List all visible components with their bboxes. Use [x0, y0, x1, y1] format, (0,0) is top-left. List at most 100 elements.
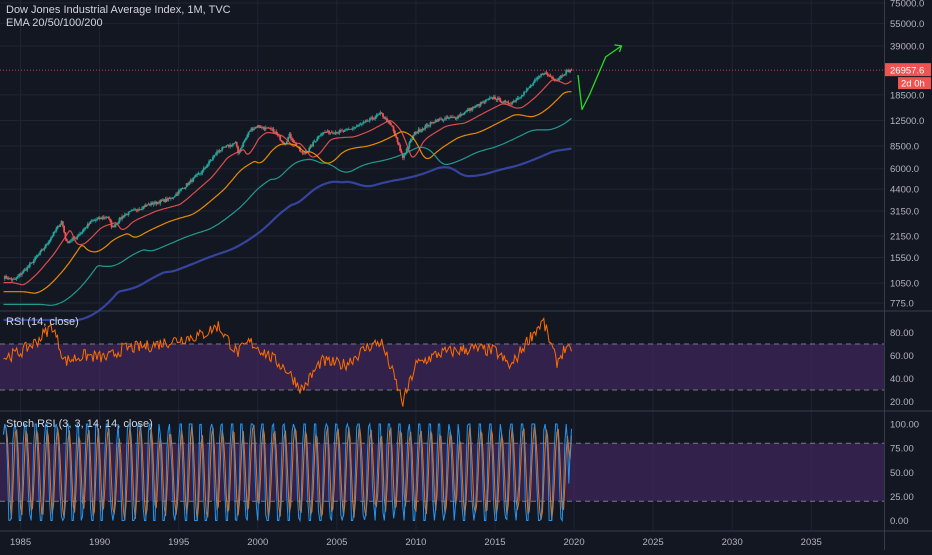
candle-body	[237, 146, 239, 154]
candle-body	[130, 210, 133, 212]
candle-body	[226, 145, 229, 146]
candle-body	[56, 226, 59, 229]
candle-body	[358, 124, 361, 126]
candle-body	[185, 183, 188, 188]
candle-body	[198, 173, 201, 175]
candle-body	[492, 96, 495, 99]
candle-body	[382, 113, 384, 117]
candle-body	[259, 127, 262, 128]
candle-body	[92, 220, 94, 222]
candle-body	[177, 190, 180, 195]
candle-body	[491, 97, 494, 99]
candle-body	[264, 127, 267, 130]
candle-body	[165, 198, 168, 201]
candle-body	[96, 218, 98, 220]
candle-body	[169, 198, 172, 199]
candle-body	[119, 217, 122, 220]
candle-body	[47, 242, 50, 245]
candle-body	[34, 257, 37, 261]
candle-body	[217, 150, 220, 152]
candle-body	[317, 135, 320, 139]
candle-body	[557, 78, 560, 80]
candle-body	[122, 216, 125, 218]
candle-body	[152, 203, 155, 205]
time-axis-label: 2015	[484, 537, 505, 548]
candle-body	[490, 97, 492, 99]
candle-body	[372, 118, 375, 120]
candle-body	[570, 69, 573, 71]
candle-body	[30, 262, 33, 264]
candle-body	[168, 197, 171, 199]
candle-body	[218, 150, 221, 152]
candle-body	[354, 127, 357, 128]
candle-body	[469, 107, 471, 111]
candle-body	[191, 179, 193, 182]
candle-body	[147, 204, 150, 206]
candle-body	[303, 152, 305, 154]
candle-body	[251, 128, 254, 131]
candle-body	[9, 277, 11, 279]
ema-indicator-label: EMA 20/50/100/200	[6, 17, 103, 29]
candle-body	[262, 126, 264, 128]
candle-body	[480, 102, 483, 104]
candle-body	[274, 131, 276, 133]
candle-body	[209, 160, 212, 162]
candle-body	[533, 80, 536, 83]
candle-body	[206, 164, 209, 167]
candle-body	[300, 151, 303, 153]
candle-body	[519, 97, 521, 99]
candle-body	[220, 150, 222, 152]
projection-arrowhead	[614, 44, 623, 53]
candle-body	[5, 276, 8, 279]
candle-body	[71, 239, 73, 241]
candle-body	[479, 102, 482, 106]
candle-body	[32, 260, 35, 264]
candle-body	[528, 87, 531, 89]
candle-body	[150, 202, 152, 206]
candle-body	[63, 226, 65, 233]
candle-body	[221, 147, 224, 151]
candle-body	[500, 101, 503, 103]
candle-body	[560, 75, 562, 79]
candle-body	[525, 89, 528, 92]
candle-body	[293, 142, 296, 143]
candle-body	[246, 135, 249, 138]
candle-body	[392, 126, 395, 132]
candle-body	[415, 131, 417, 134]
candle-body	[93, 220, 96, 222]
candle-body	[367, 120, 370, 122]
candle-body	[396, 137, 399, 143]
candle-body	[90, 220, 93, 222]
candle-body	[176, 193, 179, 195]
candle-body	[121, 216, 123, 220]
candle-body	[544, 72, 547, 75]
candle-body	[270, 128, 272, 130]
candle-body	[133, 209, 135, 211]
candle-body	[105, 217, 108, 219]
candle-body	[368, 118, 371, 121]
candle-body	[321, 133, 324, 135]
candle-body	[462, 113, 465, 115]
candle-body	[35, 256, 38, 258]
candle-body	[101, 217, 104, 219]
stoch-rsi-title: Stoch RSI (3, 3, 14, 14, close)	[6, 418, 153, 430]
candle-body	[513, 101, 516, 103]
candle-body	[156, 202, 159, 204]
candle-body	[154, 201, 156, 204]
candle-body	[173, 196, 176, 198]
candle-body	[465, 111, 467, 112]
candle-body	[235, 142, 238, 147]
candle-body	[292, 140, 295, 143]
candle-body	[512, 101, 515, 103]
candle-body	[484, 100, 487, 103]
candle-body	[330, 132, 333, 134]
candle-body	[65, 238, 68, 241]
candle-body	[350, 128, 353, 130]
candle-body	[308, 147, 311, 152]
candle-body	[391, 125, 394, 127]
candle-body	[301, 152, 304, 154]
candle-body	[509, 103, 512, 105]
candle-body	[57, 226, 60, 228]
